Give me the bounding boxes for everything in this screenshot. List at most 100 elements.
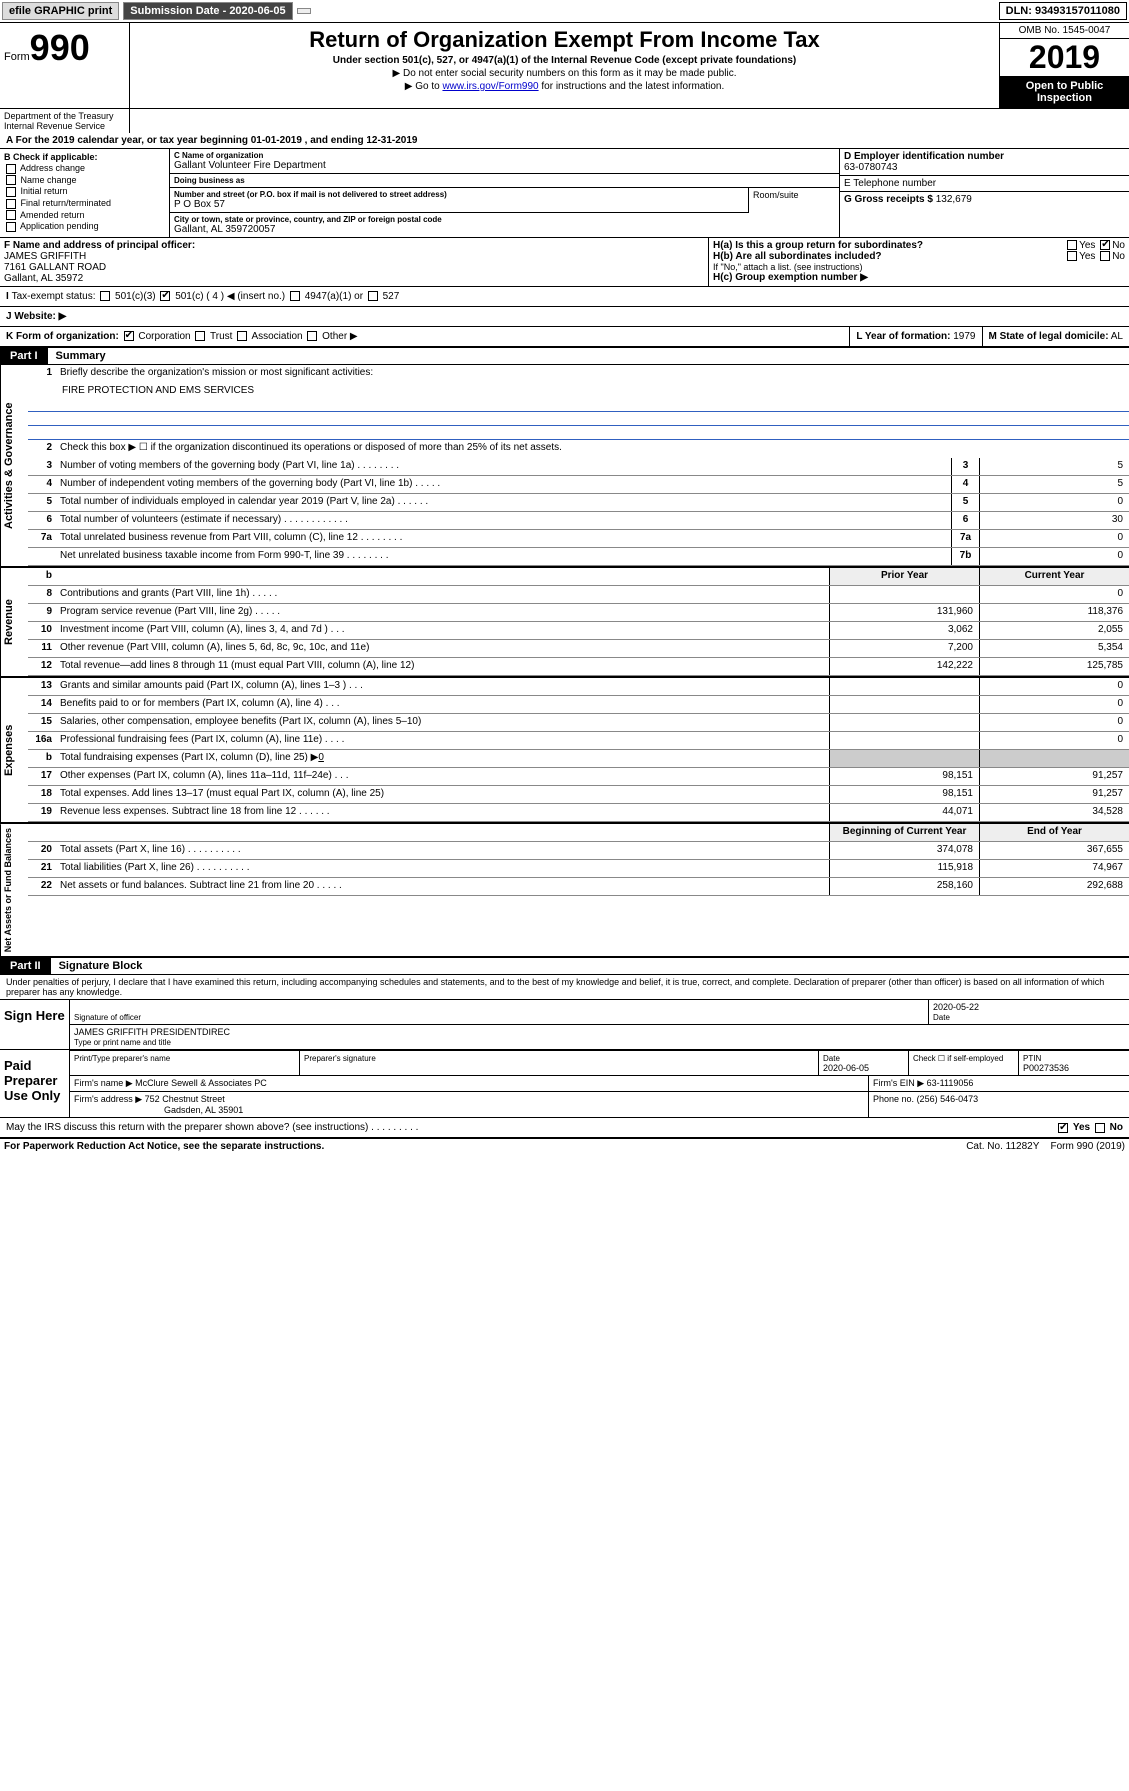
p10: 3,062 [829, 622, 979, 639]
part1-header: Part I Summary [0, 348, 1129, 365]
year-formation: 1979 [953, 331, 975, 342]
org-name: Gallant Volunteer Fire Department [174, 160, 835, 171]
chk-527[interactable] [368, 291, 378, 301]
form-number-block: Form990 [0, 23, 130, 108]
tax-year: 2019 [1000, 39, 1129, 76]
f-h-block: F Name and address of principal officer:… [0, 238, 1129, 287]
efile-graphic-btn[interactable]: efile GRAPHIC print [2, 2, 119, 20]
chk-501c[interactable] [160, 291, 170, 301]
dept-treasury: Department of the Treasury Internal Reve… [0, 109, 130, 133]
c12: 125,785 [979, 658, 1129, 675]
chk-ha-yes[interactable] [1067, 240, 1077, 250]
p12: 142,222 [829, 658, 979, 675]
firm-ein: 63-1119056 [927, 1078, 974, 1088]
a-tax-year-line: A For the 2019 calendar year, or tax yea… [0, 133, 1129, 149]
i-tax-exempt: I Tax-exempt status: 501(c)(3) 501(c) ( … [0, 287, 1129, 307]
subtitle: Under section 501(c), 527, or 4947(a)(1)… [138, 55, 991, 66]
ptin: P00273536 [1023, 1063, 1069, 1073]
officer-signed: JAMES GRIFFITH PRESIDENTDIREC [74, 1027, 230, 1037]
submission-date-btn[interactable]: Submission Date - 2020-06-05 [123, 2, 292, 20]
chk-address[interactable] [6, 164, 16, 174]
val-3: 5 [979, 458, 1129, 475]
c19: 34,528 [979, 804, 1129, 821]
p18: 98,151 [829, 786, 979, 803]
p11: 7,200 [829, 640, 979, 657]
return-title: Return of Organization Exempt From Incom… [138, 27, 991, 53]
val-6: 30 [979, 512, 1129, 529]
b-checkboxes: B Check if applicable: Address change Na… [0, 149, 170, 237]
chk-final[interactable] [6, 199, 16, 209]
efile-topbar: efile GRAPHIC print Submission Date - 20… [0, 0, 1129, 23]
form-word: Form [4, 51, 30, 63]
form-header: Form990 Return of Organization Exempt Fr… [0, 23, 1129, 109]
footer: For Paperwork Reduction Act Notice, see … [0, 1137, 1129, 1154]
officer-name: JAMES GRIFFITH [4, 251, 704, 262]
note-link: ▶ Go to www.irs.gov/Form990 for instruct… [138, 81, 991, 92]
c10: 2,055 [979, 622, 1129, 639]
chk-application[interactable] [6, 222, 16, 232]
title-block: Return of Organization Exempt From Incom… [130, 23, 999, 108]
form-num: 990 [30, 27, 90, 68]
chk-501c3[interactable] [100, 291, 110, 301]
paid-preparer-block: Paid Preparer Use Only Print/Type prepar… [0, 1049, 1129, 1117]
val-5: 0 [979, 494, 1129, 511]
c21: 74,967 [979, 860, 1129, 877]
chk-discuss-yes[interactable] [1058, 1123, 1068, 1133]
ein: 63-0780743 [844, 162, 1125, 173]
sign-here-block: Sign Here Signature of officer 2020-05-2… [0, 1000, 1129, 1049]
governance-section: Activities & Governance 1Briefly describ… [0, 365, 1129, 568]
note-ssn: ▶ Do not enter social security numbers o… [138, 68, 991, 79]
discuss-row: May the IRS discuss this return with the… [0, 1117, 1129, 1137]
chk-assoc[interactable] [237, 331, 247, 341]
chk-name[interactable] [6, 175, 16, 185]
chk-initial[interactable] [6, 187, 16, 197]
chk-discuss-no[interactable] [1095, 1123, 1105, 1133]
chk-4947[interactable] [290, 291, 300, 301]
val-7b: 0 [979, 548, 1129, 565]
chk-trust[interactable] [195, 331, 205, 341]
expenses-section: Expenses 13Grants and similar amounts pa… [0, 678, 1129, 824]
chk-hb-no[interactable] [1100, 251, 1110, 261]
c20: 367,655 [979, 842, 1129, 859]
blank-btn [297, 8, 311, 14]
omb-number: OMB No. 1545-0047 [1000, 23, 1129, 39]
k-row: K Form of organization: Corporation Trus… [0, 327, 1129, 348]
open-inspection: Open to Public Inspection [1000, 76, 1129, 108]
chk-ha-no[interactable] [1100, 240, 1110, 250]
p17: 98,151 [829, 768, 979, 785]
state-domicile: AL [1111, 331, 1123, 342]
year-box: OMB No. 1545-0047 2019 Open to Public In… [999, 23, 1129, 108]
street: P O Box 57 [174, 199, 744, 210]
dln-label: DLN: 93493157011080 [999, 2, 1127, 20]
chk-corp[interactable] [124, 331, 134, 341]
revenue-section: Revenue bPrior YearCurrent Year 8Contrib… [0, 568, 1129, 678]
penalty-text: Under penalties of perjury, I declare th… [0, 975, 1129, 1000]
c22: 292,688 [979, 878, 1129, 895]
c17: 91,257 [979, 768, 1129, 785]
netassets-section: Net Assets or Fund Balances Beginning of… [0, 824, 1129, 958]
mission-text: FIRE PROTECTION AND EMS SERVICES [28, 383, 1129, 398]
p19: 44,071 [829, 804, 979, 821]
p9: 131,960 [829, 604, 979, 621]
c18: 91,257 [979, 786, 1129, 803]
val-7a: 0 [979, 530, 1129, 547]
irs-link[interactable]: www.irs.gov/Form990 [442, 81, 538, 92]
chk-amended[interactable] [6, 210, 16, 220]
chk-other[interactable] [307, 331, 317, 341]
j-website: J Website: ▶ [0, 307, 1129, 327]
p20: 374,078 [829, 842, 979, 859]
part2-header: Part II Signature Block [0, 958, 1129, 975]
c8: 0 [979, 586, 1129, 603]
firm-phone: (256) 546-0473 [917, 1094, 979, 1104]
p21: 115,918 [829, 860, 979, 877]
firm-name: McClure Sewell & Associates PC [135, 1078, 267, 1088]
p22: 258,160 [829, 878, 979, 895]
c11: 5,354 [979, 640, 1129, 657]
c9: 118,376 [979, 604, 1129, 621]
identity-block: B Check if applicable: Address change Na… [0, 149, 1129, 238]
city: Gallant, AL 359720057 [174, 224, 835, 235]
c-block: C Name of organizationGallant Volunteer … [170, 149, 839, 237]
d-e-g-block: D Employer identification number63-07807… [839, 149, 1129, 237]
chk-hb-yes[interactable] [1067, 251, 1077, 261]
gross-receipts: 132,679 [936, 194, 972, 205]
